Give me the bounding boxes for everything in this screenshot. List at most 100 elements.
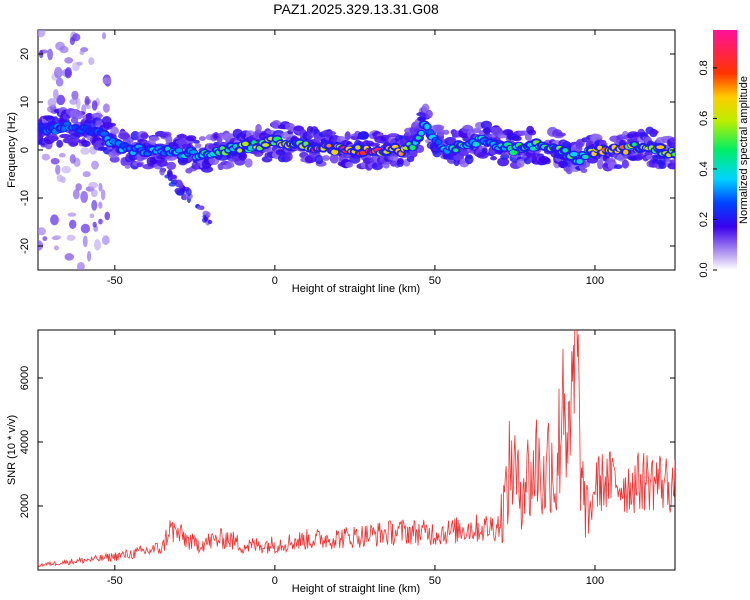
spectrogram-spread-blob: [446, 137, 457, 143]
spectrogram-ridge-core: [237, 148, 243, 153]
spectrogram-ridge-core: [576, 158, 583, 165]
spectrogram-ridge-core: [562, 148, 569, 153]
spectrogram-noise-blob: [50, 214, 59, 226]
spectrogram-panel: -50 0 50 100 -20 -10 0 10 20 Height of straight …: [6, 29, 676, 295]
spectrogram-spread-blob: [649, 129, 659, 135]
spectrogram-spread-blob: [512, 135, 522, 142]
snr-xtick-label: -50: [107, 575, 123, 587]
spectrogram-spread-blob: [497, 157, 510, 167]
spectrogram-noise-blob: [47, 98, 57, 108]
spectrogram-tail-blob: [176, 190, 185, 196]
spectrogram-noise-blob: [38, 227, 46, 236]
spectrogram-noise-blob: [82, 235, 88, 248]
spectrogram-noise-blob: [84, 95, 90, 107]
spectrogram-spread-blob: [368, 142, 381, 147]
spectrogram-spread-blob: [194, 142, 202, 149]
spectrogram-ytick-label: -20: [19, 238, 31, 254]
spectrogram-noise-blob: [79, 50, 85, 55]
spectrogram-tail-blob: [169, 174, 177, 180]
spectrogram-noise-blob: [101, 32, 107, 40]
spectrogram-spread-blob: [669, 159, 675, 164]
spectrogram-spread-blob: [118, 132, 130, 140]
spectrogram-ridge-core: [623, 149, 629, 155]
spectrogram-ridge-core: [418, 130, 424, 136]
spectrogram-spread-blob: [70, 116, 79, 124]
spectrogram-noise-blob: [91, 160, 99, 170]
spectrogram-noise-blob: [71, 90, 79, 101]
spectrogram-noise-blob: [84, 104, 91, 110]
spectrogram-noise-blob: [38, 30, 46, 38]
spectrogram-spread-blob: [476, 151, 489, 159]
spectrogram-noise-blob: [91, 199, 98, 211]
spectrogram-noise-blob: [94, 239, 101, 251]
spectrogram-noise-blob: [58, 152, 66, 158]
spectrogram-spread-blob: [543, 158, 551, 165]
colorbar-gradient: [713, 30, 737, 270]
spectrogram-spread-blob: [103, 121, 114, 130]
snr-xlabel: Height of straight line (km): [292, 583, 420, 595]
spectrogram-spread-blob: [490, 156, 497, 161]
spectrogram-spread-blob: [314, 154, 324, 165]
snr-ytick-label: 6000: [19, 366, 31, 390]
spectrogram-spread-blob: [201, 166, 214, 173]
spectrogram-tail-blob: [177, 181, 184, 189]
spectrogram-spread-blob: [389, 156, 399, 161]
spectrogram-ridge-core: [100, 131, 108, 136]
spectrogram-spread-blob: [358, 131, 370, 140]
spectrogram-spread-blob: [425, 109, 433, 119]
spectrogram-spread-blob: [621, 159, 630, 169]
spectrogram-ridge-core: [415, 136, 421, 140]
spectrogram-ridge-core: [435, 139, 442, 145]
spectrogram-ridge-core: [175, 148, 183, 153]
spectrogram-ridge-core: [262, 143, 269, 147]
spectrogram-tail-blob: [156, 155, 163, 160]
spectrogram-spread-blob: [75, 111, 83, 120]
snr-panel: -50 0 50 100 2000 4000 6000 Height of straight…: [6, 329, 676, 595]
colorbar-tick-label: 0.0: [698, 262, 710, 277]
spectrogram-ridge-core: [582, 154, 589, 160]
spectrogram-noise-blob: [56, 174, 64, 182]
spectrogram-spread-blob: [382, 161, 390, 169]
spectrogram-spread-blob: [136, 162, 143, 168]
spectrogram-spread-blob: [345, 161, 354, 168]
snr-ytick-label: 4000: [19, 430, 31, 454]
spectrogram-noise-blob: [72, 188, 80, 200]
spectrogram-spread-blob: [555, 132, 566, 137]
spectrogram-noise-blob: [52, 235, 62, 240]
spectrogram-spread-blob: [403, 131, 411, 141]
spectrogram-xtick-label: 50: [429, 275, 441, 287]
spectrogram-spread-blob: [524, 157, 532, 165]
spectrogram-noise-blob: [102, 103, 110, 113]
spectrogram-noise-blob: [41, 153, 51, 161]
spectrogram-noise-blob: [102, 77, 112, 85]
spectrogram-spread-blob: [48, 133, 58, 142]
spectrogram-noise-blob: [98, 182, 103, 192]
spectrogram-noise-blob: [55, 164, 61, 175]
spectrogram-spread-blob: [110, 126, 119, 135]
spectrogram-noise-blob: [64, 67, 72, 79]
spectrogram-ridge-core: [656, 145, 665, 150]
spectrogram-spread-blob: [471, 128, 482, 134]
spectrogram-spread-blob: [148, 136, 160, 142]
spectrogram-ytick-label: -10: [19, 190, 31, 206]
spectrogram-spread-blob: [244, 158, 253, 168]
snr-xtick-label: 50: [429, 575, 441, 587]
spectrogram-noise-blob: [91, 100, 98, 111]
spectrogram-spread-blob: [480, 120, 493, 130]
spectrogram-ytick-label: 10: [19, 96, 31, 108]
spectrogram-spread-blob: [140, 132, 149, 140]
spectrogram-ridge-core: [326, 143, 332, 148]
spectrogram-marks: [38, 30, 675, 270]
spectrogram-spread-blob: [164, 155, 177, 161]
spectrogram-noise-blob: [67, 212, 77, 217]
spectrogram-spread-blob: [599, 139, 607, 145]
spectrogram-spread-blob: [437, 128, 445, 137]
spectrogram-spread-blob: [482, 127, 492, 134]
spectrogram-axes: -50 0 50 100 -20 -10 0 10 20: [19, 30, 675, 287]
spectrogram-noise-blob: [76, 61, 83, 66]
colorbar-tick-label: 0.6: [698, 111, 710, 126]
spectrogram-ridge-core: [355, 145, 361, 150]
spectrogram-noise-blob: [88, 181, 99, 189]
spectrogram-tail-blob: [205, 211, 211, 218]
